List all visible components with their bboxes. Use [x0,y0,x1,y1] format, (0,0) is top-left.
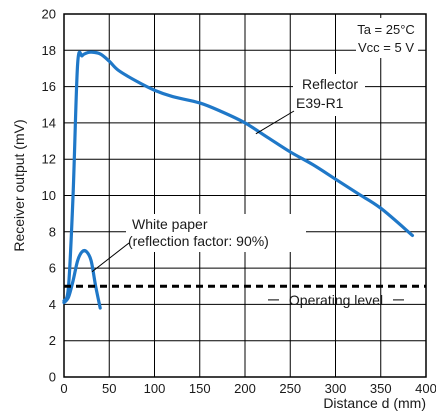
white-paper-label-background [126,214,306,252]
x-tick-label-150: 150 [189,381,211,396]
x-axis-label: Distance d (mm) [323,395,426,411]
condition-voltage: Vcc = 5 V [358,40,414,55]
x-tick-label-350: 350 [370,381,392,396]
reflector-label-line2: E39-R1 [296,95,344,111]
y-tick-label-0: 0 [49,370,56,385]
white-paper-leader-line [91,242,130,273]
white-paper-series-line [62,249,102,310]
plot-frame [63,13,427,378]
x-tick-label-50: 50 [102,381,116,396]
x-tick-label-0: 0 [60,381,67,396]
y-tick-label-4: 4 [49,297,56,312]
operating-level-label: Operating level [289,292,383,308]
y-axis-ticks: 0 2 4 6 8 10 12 14 16 18 20 [42,7,56,385]
y-tick-label-12: 12 [42,152,56,167]
conditions-box: Ta = 25°C Vcc = 5 V [356,18,418,58]
reflector-series-line [62,50,415,303]
reflector-label-background [293,74,365,116]
y-tick-label-20: 20 [42,7,56,22]
x-tick-label-200: 200 [234,381,256,396]
x-tick-label-300: 300 [325,381,347,396]
reflector-leader-line [255,110,295,135]
y-tick-label-18: 18 [42,43,56,58]
series-layer [62,50,415,310]
y-tick-label-10: 10 [42,188,56,203]
x-tick-label-400: 400 [415,381,436,396]
conditions-background [356,18,418,58]
white-paper-label-line1: White paper [132,216,208,232]
y-tick-label-14: 14 [42,115,56,130]
reflector-annotation: Reflector E39-R1 [255,74,365,135]
operating-level-annotation: Operating level [268,292,404,308]
y-tick-label-2: 2 [49,333,56,348]
y-axis-label: Receiver output (mV) [11,119,27,251]
white-paper-label-line2: (reflection factor: 90%) [128,233,269,249]
condition-temperature: Ta = 25°C [357,22,415,37]
y-tick-label-8: 8 [49,224,56,239]
y-tick-label-16: 16 [42,79,56,94]
y-tick-label-6: 6 [49,261,56,276]
white-paper-annotation: White paper (reflection factor: 90%) [91,214,306,273]
x-axis-ticks: 0 50 100 150 200 250 300 350 400 [60,381,436,396]
x-tick-label-250: 250 [279,381,301,396]
reflector-label-line1: Reflector [302,76,358,92]
x-tick-label-100: 100 [144,381,166,396]
